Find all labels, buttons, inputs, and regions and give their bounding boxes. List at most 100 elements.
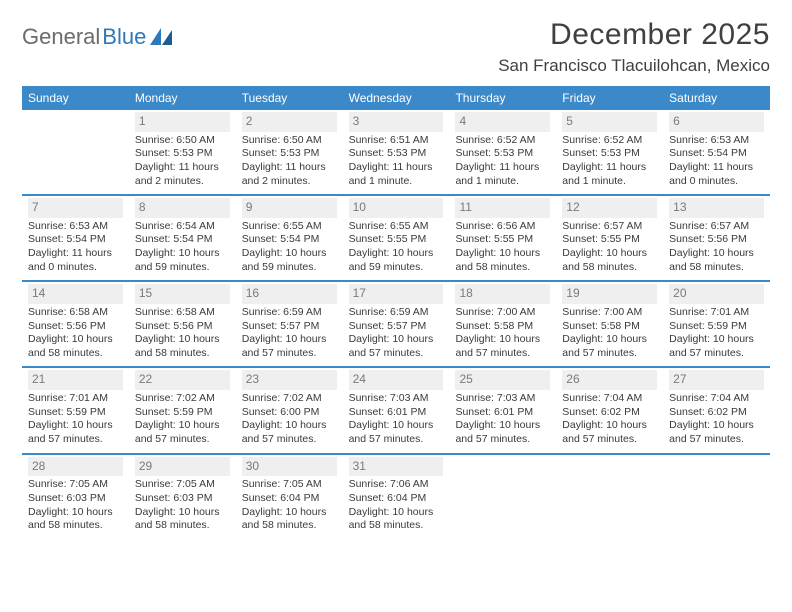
daylight-text: Daylight: 11 hours and 2 minutes. — [135, 161, 230, 188]
daylight-text: Daylight: 10 hours and 57 minutes. — [669, 419, 764, 446]
calendar-day: 27Sunrise: 7:04 AMSunset: 6:02 PMDayligh… — [663, 370, 770, 446]
day-number: 22 — [135, 370, 230, 390]
header: GeneralBlue December 2025 San Francisco … — [22, 18, 770, 76]
daylight-text: Daylight: 10 hours and 58 minutes. — [562, 247, 657, 274]
daylight-text: Daylight: 10 hours and 57 minutes. — [349, 333, 444, 360]
day-number: 13 — [669, 198, 764, 218]
calendar-day: 25Sunrise: 7:03 AMSunset: 6:01 PMDayligh… — [449, 370, 556, 446]
sunset-text: Sunset: 5:59 PM — [135, 406, 230, 420]
day-number: 9 — [242, 198, 337, 218]
daylight-text: Daylight: 10 hours and 57 minutes. — [669, 333, 764, 360]
day-number: 8 — [135, 198, 230, 218]
day-number: 24 — [349, 370, 444, 390]
weekday-header: Tuesday — [236, 86, 343, 110]
sunrise-text: Sunrise: 6:54 AM — [135, 220, 230, 234]
calendar-day: 21Sunrise: 7:01 AMSunset: 5:59 PMDayligh… — [22, 370, 129, 446]
sunrise-text: Sunrise: 7:03 AM — [349, 392, 444, 406]
sunrise-text: Sunrise: 6:55 AM — [349, 220, 444, 234]
calendar-week: 7Sunrise: 6:53 AMSunset: 5:54 PMDaylight… — [22, 198, 770, 282]
sunrise-text: Sunrise: 6:57 AM — [669, 220, 764, 234]
sunrise-text: Sunrise: 6:56 AM — [455, 220, 550, 234]
calendar-day: 10Sunrise: 6:55 AMSunset: 5:55 PMDayligh… — [343, 198, 450, 274]
sunset-text: Sunset: 5:55 PM — [349, 233, 444, 247]
sunset-text: Sunset: 6:02 PM — [669, 406, 764, 420]
month-title: December 2025 — [498, 18, 770, 52]
day-number: 12 — [562, 198, 657, 218]
sunrise-text: Sunrise: 7:01 AM — [669, 306, 764, 320]
daylight-text: Daylight: 10 hours and 58 minutes. — [455, 247, 550, 274]
calendar-day: 20Sunrise: 7:01 AMSunset: 5:59 PMDayligh… — [663, 284, 770, 360]
sunset-text: Sunset: 5:57 PM — [349, 320, 444, 334]
calendar-day: 19Sunrise: 7:00 AMSunset: 5:58 PMDayligh… — [556, 284, 663, 360]
weekday-header: Friday — [556, 86, 663, 110]
daylight-text: Daylight: 10 hours and 57 minutes. — [135, 419, 230, 446]
day-number: 7 — [28, 198, 123, 218]
day-number: 4 — [455, 112, 550, 132]
sunset-text: Sunset: 5:54 PM — [669, 147, 764, 161]
calendar: Sunday Monday Tuesday Wednesday Thursday… — [22, 86, 770, 539]
day-number: 15 — [135, 284, 230, 304]
calendar-day: 2Sunrise: 6:50 AMSunset: 5:53 PMDaylight… — [236, 112, 343, 188]
calendar-day: 24Sunrise: 7:03 AMSunset: 6:01 PMDayligh… — [343, 370, 450, 446]
sunrise-text: Sunrise: 6:50 AM — [242, 134, 337, 148]
sunrise-text: Sunrise: 6:59 AM — [349, 306, 444, 320]
day-number: 2 — [242, 112, 337, 132]
day-number: 17 — [349, 284, 444, 304]
calendar-day: 6Sunrise: 6:53 AMSunset: 5:54 PMDaylight… — [663, 112, 770, 188]
sunrise-text: Sunrise: 7:06 AM — [349, 478, 444, 492]
day-number: 11 — [455, 198, 550, 218]
sunset-text: Sunset: 5:58 PM — [562, 320, 657, 334]
calendar-day: 17 Sunrise: 6:59 AMSunset: 5:57 PMDayligh… — [343, 284, 450, 360]
daylight-text: Daylight: 10 hours and 57 minutes. — [242, 333, 337, 360]
sunrise-text: Sunrise: 6:53 AM — [28, 220, 123, 234]
day-number: 1 — [135, 112, 230, 132]
sunrise-text: Sunrise: 6:52 AM — [455, 134, 550, 148]
daylight-text: Daylight: 10 hours and 57 minutes. — [455, 419, 550, 446]
calendar-day: 8Sunrise: 6:54 AMSunset: 5:54 PMDaylight… — [129, 198, 236, 274]
day-number: 25 — [455, 370, 550, 390]
calendar-day: 26Sunrise: 7:04 AMSunset: 6:02 PMDayligh… — [556, 370, 663, 446]
calendar-day: 12Sunrise: 6:57 AMSunset: 5:55 PMDayligh… — [556, 198, 663, 274]
daylight-text: Daylight: 11 hours and 1 minute. — [349, 161, 444, 188]
daylight-text: Daylight: 10 hours and 59 minutes. — [242, 247, 337, 274]
calendar-day: 0 — [449, 457, 556, 533]
sunrise-text: Sunrise: 6:58 AM — [28, 306, 123, 320]
weekday-header: Thursday — [449, 86, 556, 110]
calendar-day: 3Sunrise: 6:51 AMSunset: 5:53 PMDaylight… — [343, 112, 450, 188]
calendar-week: 01Sunrise: 6:50 AMSunset: 5:53 PMDayligh… — [22, 112, 770, 196]
day-number: 30 — [242, 457, 337, 477]
weekday-header: Monday — [129, 86, 236, 110]
weekday-header-row: Sunday Monday Tuesday Wednesday Thursday… — [22, 86, 770, 110]
sunset-text: Sunset: 6:02 PM — [562, 406, 657, 420]
calendar-week: 14Sunrise: 6:58 AMSunset: 5:56 PMDayligh… — [22, 284, 770, 368]
day-number: 19 — [562, 284, 657, 304]
calendar-day: 0 — [663, 457, 770, 533]
sunset-text: Sunset: 5:56 PM — [669, 233, 764, 247]
weeks-container: 01Sunrise: 6:50 AMSunset: 5:53 PMDayligh… — [22, 112, 770, 539]
sunrise-text: Sunrise: 6:51 AM — [349, 134, 444, 148]
sunset-text: Sunset: 6:03 PM — [28, 492, 123, 506]
calendar-day: 23Sunrise: 7:02 AMSunset: 6:00 PMDayligh… — [236, 370, 343, 446]
calendar-day: 31Sunrise: 7:06 AMSunset: 6:04 PMDayligh… — [343, 457, 450, 533]
calendar-day: 29Sunrise: 7:05 AMSunset: 6:03 PMDayligh… — [129, 457, 236, 533]
calendar-day: 7Sunrise: 6:53 AMSunset: 5:54 PMDaylight… — [22, 198, 129, 274]
sunset-text: Sunset: 5:53 PM — [349, 147, 444, 161]
calendar-day: 14Sunrise: 6:58 AMSunset: 5:56 PMDayligh… — [22, 284, 129, 360]
calendar-week: 21Sunrise: 7:01 AMSunset: 5:59 PMDayligh… — [22, 370, 770, 454]
sunrise-text: Sunrise: 7:00 AM — [562, 306, 657, 320]
calendar-day: 22Sunrise: 7:02 AMSunset: 5:59 PMDayligh… — [129, 370, 236, 446]
sunset-text: Sunset: 6:01 PM — [455, 406, 550, 420]
calendar-day: 5Sunrise: 6:52 AMSunset: 5:53 PMDaylight… — [556, 112, 663, 188]
sunrise-text: Sunrise: 7:00 AM — [455, 306, 550, 320]
daylight-text: Daylight: 10 hours and 57 minutes. — [242, 419, 337, 446]
daylight-text: Daylight: 10 hours and 57 minutes. — [28, 419, 123, 446]
logo-text-blue: Blue — [102, 24, 146, 50]
daylight-text: Daylight: 11 hours and 0 minutes. — [669, 161, 764, 188]
sunset-text: Sunset: 5:58 PM — [455, 320, 550, 334]
sunset-text: Sunset: 6:04 PM — [349, 492, 444, 506]
daylight-text: Daylight: 10 hours and 58 minutes. — [242, 506, 337, 533]
sunset-text: Sunset: 5:59 PM — [669, 320, 764, 334]
sunrise-text: Sunrise: 6:58 AM — [135, 306, 230, 320]
sunset-text: Sunset: 5:55 PM — [455, 233, 550, 247]
title-block: December 2025 San Francisco Tlacuilohcan… — [498, 18, 770, 76]
